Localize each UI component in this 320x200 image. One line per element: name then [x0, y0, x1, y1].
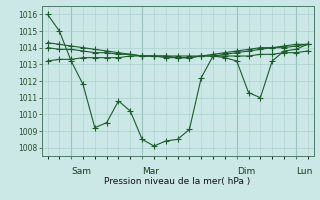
X-axis label: Pression niveau de la mer( hPa ): Pression niveau de la mer( hPa ): [104, 177, 251, 186]
Text: Lun: Lun: [296, 167, 312, 176]
Text: Sam: Sam: [71, 167, 91, 176]
Text: Dim: Dim: [237, 167, 255, 176]
Text: Mar: Mar: [142, 167, 159, 176]
